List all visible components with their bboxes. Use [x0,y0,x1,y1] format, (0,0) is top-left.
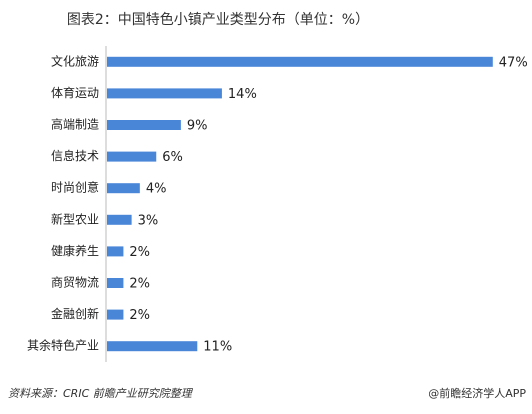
value-label: 14% [228,87,257,102]
value-label: 11% [203,340,232,355]
y-tick-label: 商贸物流 [51,275,99,290]
value-label: 4% [146,182,167,197]
bar [107,341,198,352]
bar [107,278,124,288]
y-tick-label: 金融创新 [51,306,99,321]
y-tick-label: 体育运动 [51,85,99,100]
bar [107,151,157,162]
value-label: 9% [187,119,208,134]
value-label: 6% [162,150,183,165]
y-tick-label: 文化旅游 [51,53,99,68]
value-label: 47% [499,55,528,70]
bar [107,120,181,130]
value-label: 3% [138,213,159,228]
value-label: 2% [129,277,150,292]
y-tick-label: 时尚创意 [51,180,99,195]
bar [107,246,124,257]
y-tick-label: 健康养生 [51,243,99,258]
credit: @前瞻经济学人APP [428,386,526,400]
value-label: 2% [129,245,150,260]
chart-title: 图表2：中国特色小镇产业类型分布（单位：%） [67,11,369,28]
y-tick-label: 新型农业 [51,211,99,226]
y-tick-label: 高端制造 [51,117,99,132]
bar [107,214,132,225]
source-note: 资料来源：CRIC 前瞻产业研究院整理 [8,387,194,400]
bar [107,56,493,67]
value-label: 2% [129,308,150,323]
bar [107,183,140,194]
y-tick-label: 信息技术 [51,148,99,163]
bar [107,309,124,320]
bar [107,88,222,99]
y-tick-label: 其余特色产业 [27,338,99,353]
